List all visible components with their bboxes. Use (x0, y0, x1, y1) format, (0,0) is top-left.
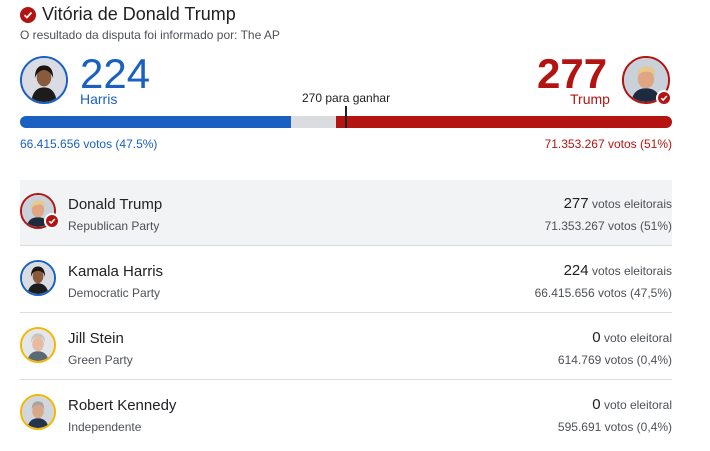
electoral-label: votos eleitorais (591, 197, 672, 211)
trump-popular-votes: 71.353.267 votos (51%) (544, 137, 672, 151)
candidate-row-harris[interactable]: Kamala Harris Democratic Party 224 votos… (20, 247, 672, 313)
candidate-name: Jill Stein (68, 330, 124, 347)
harris-popular-votes: 66.415.656 votos (47.5%) (20, 137, 158, 151)
candidate-popular-votes: 66.415.656 votos (47,5%) (534, 286, 672, 300)
person-icon (22, 195, 54, 227)
electoral-label: voto eleitoral (603, 331, 672, 345)
electoral-count: 224 (563, 262, 589, 279)
harris-bar-fill (20, 116, 292, 128)
trump-row-avatar (20, 193, 56, 229)
candidate-popular-votes: 595.691 votos (0,4%) (557, 420, 672, 434)
electoral-count: 0 (592, 396, 601, 413)
person-icon (22, 58, 66, 102)
source-note: O resultado da disputa foi informado por… (20, 28, 280, 42)
winner-check-icon (44, 213, 60, 229)
candidate-electoral: 0 voto eleitoral (592, 396, 672, 413)
kennedy-row-avatar (20, 394, 56, 430)
candidate-party: Independente (68, 420, 142, 434)
trump-electoral-total: 277 (537, 50, 608, 97)
candidate-name: Robert Kennedy (68, 397, 177, 414)
electoral-label: voto eleitoral (603, 398, 672, 412)
candidate-party: Green Party (68, 353, 133, 367)
candidate-row-stein[interactable]: Jill Stein Green Party 0 voto eleitoral … (20, 314, 672, 380)
page-title: Vitória de Donald Trump (42, 4, 236, 24)
candidate-party: Democratic Party (68, 286, 161, 300)
trump-avatar[interactable] (622, 56, 670, 104)
candidate-name: Kamala Harris (68, 263, 164, 280)
candidate-electoral: 277 votos eleitorais (564, 195, 672, 212)
harris-row-avatar (20, 260, 56, 296)
trump-label: Trump (570, 91, 610, 107)
candidate-popular-votes: 71.353.267 votos (51%) (544, 219, 672, 233)
electoral-count: 277 (563, 195, 589, 212)
candidate-party: Republican Party (68, 219, 160, 233)
result-header: Vitória de Donald Trump (20, 4, 236, 25)
candidate-electoral: 224 votos eleitorais (564, 262, 672, 279)
to-win-label: 270 para ganhar (302, 91, 391, 105)
electoral-count: 0 (592, 329, 601, 346)
stein-row-avatar (20, 327, 56, 363)
winner-check-icon (20, 6, 36, 23)
person-icon (22, 396, 54, 428)
person-icon (22, 329, 54, 361)
win-threshold-marker (345, 106, 347, 128)
harris-electoral-total: 224 (80, 50, 151, 97)
harris-label: Harris (80, 91, 118, 107)
candidate-electoral: 0 voto eleitoral (592, 329, 672, 346)
person-icon (22, 262, 54, 294)
harris-avatar[interactable] (20, 56, 68, 104)
candidate-row-trump[interactable]: Donald Trump Republican Party 277 votos … (20, 180, 672, 246)
trump-bar-fill (336, 116, 672, 128)
electoral-label: votos eleitorais (591, 264, 672, 278)
trump-winner-check-icon (656, 90, 672, 106)
candidate-popular-votes: 614.769 votos (0,4%) (557, 353, 672, 367)
candidate-name: Donald Trump (68, 196, 163, 213)
candidate-row-kennedy[interactable]: Robert Kennedy Independente 0 voto eleit… (20, 381, 672, 447)
